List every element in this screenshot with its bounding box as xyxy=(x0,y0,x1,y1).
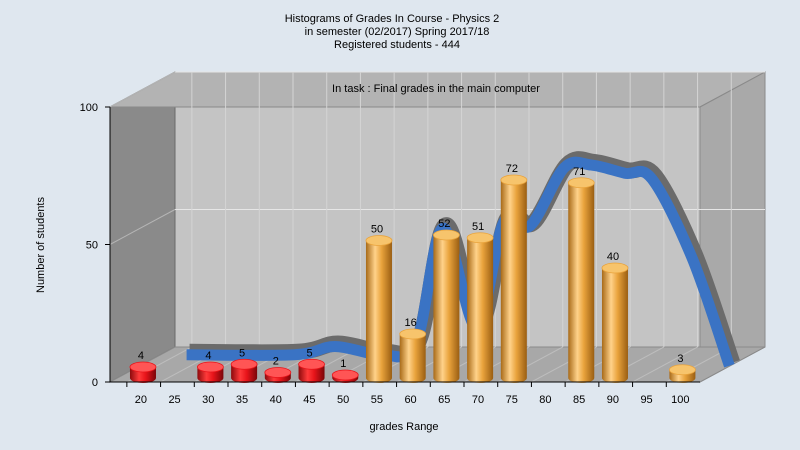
bar-top xyxy=(365,235,393,246)
bar-value-label: 4 xyxy=(138,350,144,362)
x-tick-label: 80 xyxy=(539,394,551,406)
bar-body xyxy=(433,235,460,383)
bar-top xyxy=(601,262,629,274)
x-tick-label: 90 xyxy=(607,394,619,406)
grid-line-floor xyxy=(632,346,698,383)
bar-body xyxy=(568,182,595,383)
bar-top xyxy=(500,174,528,186)
grid-line-side xyxy=(109,71,176,108)
x-tick-label: 25 xyxy=(168,394,180,406)
bar-value-label: 16 xyxy=(405,317,417,329)
y-tick-label: 100 xyxy=(80,102,98,114)
bar-top xyxy=(230,358,258,370)
bar-value-label: 4 xyxy=(205,350,211,362)
trend-curve-front xyxy=(186,156,735,368)
x-axis-label: grades Range xyxy=(369,421,438,433)
y-tick-label: 50 xyxy=(86,240,98,252)
bar-value-label: 51 xyxy=(472,221,484,233)
y-axis-ticks: 0 50 100 xyxy=(80,102,110,389)
trend-curve xyxy=(186,151,740,368)
x-tick-label: 50 xyxy=(337,394,349,406)
x-tick-label: 85 xyxy=(573,394,585,406)
bar-body xyxy=(601,268,628,383)
bar-top xyxy=(399,328,427,340)
x-tick-label: 40 xyxy=(270,394,282,406)
bar-2 xyxy=(230,358,258,383)
y-tick-label: 0 xyxy=(92,377,98,389)
bar-6 xyxy=(365,235,393,383)
bar-value-label: 50 xyxy=(371,224,383,236)
bar-7 xyxy=(399,328,427,383)
bar-11 xyxy=(567,177,595,383)
bar-value-label: 40 xyxy=(607,251,619,263)
plot-right-edge xyxy=(699,71,766,383)
x-tick-label: 95 xyxy=(640,394,652,406)
bar-5 xyxy=(331,369,359,383)
bar-value-label: 72 xyxy=(506,163,518,175)
y-axis-label: Number of students xyxy=(35,197,47,293)
chart-title-line-3: Registered students - 444 xyxy=(334,39,460,51)
bar-value-label: 3 xyxy=(677,353,683,365)
bar-value-label: 1 xyxy=(340,358,346,370)
bar-9 xyxy=(466,232,494,383)
grid-line-side xyxy=(109,209,176,245)
x-tick-label: 55 xyxy=(371,394,383,406)
x-tick-label: 65 xyxy=(438,394,450,406)
bar-body xyxy=(365,240,392,383)
chart-title-line-2: in semester (02/2017) Spring 2017/18 xyxy=(305,26,490,38)
bar-top xyxy=(669,364,696,376)
bar-top xyxy=(298,358,325,370)
bar-value-label: 5 xyxy=(306,347,312,359)
bar-0 xyxy=(129,361,157,383)
bar-12 xyxy=(601,262,629,383)
x-tick-label: 60 xyxy=(404,394,416,406)
bar-3 xyxy=(264,367,292,383)
x-axis-ticks: 20 25 30 35 40 45 50 55 60 65 70 75 80 85 90 95 100 xyxy=(126,382,689,406)
bar-top xyxy=(466,232,494,244)
x-tick-label: 70 xyxy=(472,394,484,406)
x-tick-label: 20 xyxy=(135,394,147,406)
bar-8 xyxy=(432,229,460,383)
bar-10 xyxy=(500,174,528,383)
x-tick-label: 30 xyxy=(202,394,214,406)
bar-value-label: 2 xyxy=(273,356,279,368)
bar-top xyxy=(331,369,359,381)
bar-top xyxy=(264,367,292,378)
bar-top xyxy=(432,229,460,241)
bar-13 xyxy=(669,364,696,383)
bar-top xyxy=(567,177,595,189)
x-tick-label: 100 xyxy=(671,394,689,406)
bar-top xyxy=(196,361,224,373)
x-tick-label: 35 xyxy=(236,394,248,406)
bar-top xyxy=(129,361,157,373)
chart-title-line-1: Histograms of Grades In Course - Physics… xyxy=(285,13,500,25)
bar-1 xyxy=(196,361,224,383)
bars xyxy=(129,174,696,383)
bar-value-label: 5 xyxy=(239,347,245,359)
chart-subtitle: In task : Final grades in the main compu… xyxy=(332,83,540,95)
bar-body xyxy=(399,334,426,383)
bar-4 xyxy=(298,358,325,383)
bar-body xyxy=(467,237,494,383)
x-tick-label: 75 xyxy=(506,394,518,406)
bar-value-label: 52 xyxy=(438,218,450,230)
bar-value-label: 71 xyxy=(573,166,585,178)
x-tick-label: 45 xyxy=(303,394,315,406)
bar-body xyxy=(500,180,527,383)
